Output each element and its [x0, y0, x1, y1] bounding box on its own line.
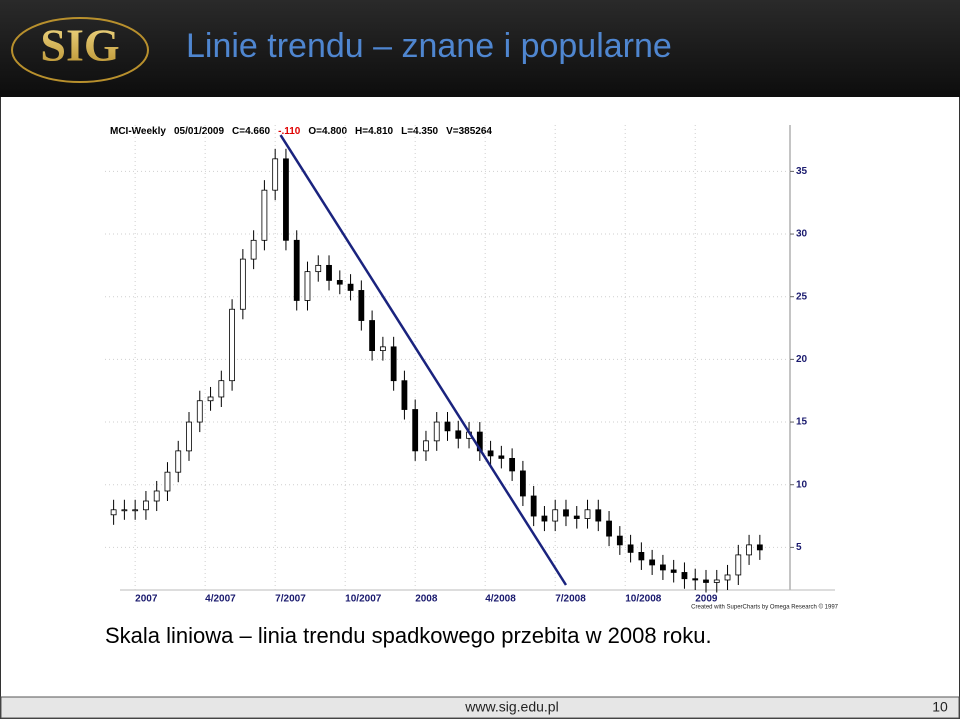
info-item: V=385264 [446, 126, 492, 137]
candle-body [261, 189, 268, 241]
candle-body [584, 509, 591, 519]
footer-url[interactable]: www.sig.edu.pl [464, 699, 558, 715]
info-item: 05/01/2009 [174, 126, 224, 137]
candle-body [315, 264, 322, 273]
candle-body [326, 264, 332, 281]
candle-body [627, 544, 634, 553]
x-tick-label: 10/2008 [625, 594, 662, 605]
candle-body [218, 380, 225, 398]
candle-body [110, 509, 117, 516]
candle-body [713, 579, 720, 583]
candle-body [519, 470, 526, 497]
candle-body [358, 290, 365, 321]
candle-body [164, 471, 171, 492]
candle-body [347, 283, 354, 291]
candle-body [283, 158, 289, 241]
info-item: H=4.810 [355, 126, 394, 137]
x-tick-label: 4/2007 [205, 594, 236, 605]
candle-body [509, 457, 516, 472]
candle-body [606, 520, 612, 537]
candle-body [724, 574, 731, 581]
candle-body [735, 554, 742, 576]
header-bar [0, 0, 960, 97]
y-tick-label: 25 [796, 291, 808, 302]
slide-title: Linie trendu – znane i popularne [186, 27, 672, 65]
y-tick-label: 20 [796, 354, 808, 365]
candle-body [649, 559, 656, 566]
candle-body [132, 509, 139, 512]
info-item: C=4.660 [232, 126, 271, 137]
info-item: -.110 [278, 126, 301, 137]
candle-body [207, 396, 214, 402]
candle-body [692, 578, 699, 581]
chart: 5 10 15 20 25 30 35 2007 4/2007 7/2007 10/2007 2008… [105, 125, 839, 611]
x-tick-label: 7/2008 [555, 594, 586, 605]
candle-body [455, 430, 462, 439]
page-number: 10 [932, 699, 948, 715]
candle-body [433, 421, 440, 442]
y-tick-label: 5 [796, 542, 802, 553]
x-tick-label: 10/2007 [345, 594, 382, 605]
candle-body [423, 440, 429, 452]
candle-body [487, 450, 494, 457]
y-tick-label: 10 [796, 479, 808, 490]
y-tick-label: 35 [796, 166, 808, 177]
candle-body [756, 544, 763, 551]
x-tick-label: 2007 [135, 594, 158, 605]
info-item: MCI-Weekly [110, 126, 166, 137]
candle-body [530, 495, 537, 517]
logo-ring [11, 17, 149, 83]
candle-body [563, 509, 569, 517]
x-tick-label: 2009 [695, 594, 718, 605]
candle-body [175, 450, 182, 473]
candle-body [153, 490, 160, 502]
chart-info: MCI-Weekly 05/01/2009 C=4.660 -.110 O=4.800 H… [110, 126, 492, 137]
candle-body [573, 515, 580, 519]
caption: Skala liniowa – linia trendu spadkowego … [105, 623, 712, 648]
candle-body [616, 535, 623, 546]
candle-body [121, 509, 128, 512]
trend-line [279, 134, 568, 586]
candle-body [272, 158, 279, 191]
candle-body [412, 409, 419, 452]
candle-body [293, 239, 300, 301]
candle-body [670, 569, 677, 573]
y-tick-label: 30 [796, 229, 808, 240]
x-tick-label: 4/2008 [485, 594, 516, 605]
candle-body [552, 509, 559, 522]
candle-body [186, 421, 192, 452]
candle-body [239, 258, 246, 310]
candle-body [541, 515, 548, 522]
logo: SIG [40, 20, 119, 71]
candle-body [681, 572, 688, 580]
info-item: L=4.350 [401, 126, 438, 137]
candle-body [401, 380, 408, 410]
candle-body [746, 544, 752, 556]
candle-body [660, 564, 666, 571]
info-item: O=4.800 [308, 126, 347, 137]
candle-body [498, 455, 505, 459]
y-tick-label: 15 [796, 417, 808, 428]
candle-body [304, 271, 311, 301]
x-tick-label: 7/2007 [275, 594, 306, 605]
x-tick-label: 2008 [415, 594, 438, 605]
candle-body [196, 400, 203, 423]
candle-body [379, 346, 386, 352]
candle-body [369, 320, 376, 352]
footer-bar [0, 696, 960, 719]
chart-credit: Created with SuperCharts by Omega Resear… [691, 604, 838, 611]
candle-body [250, 239, 257, 260]
candle-body [336, 280, 343, 285]
candle-body [638, 551, 645, 561]
candle-body [390, 346, 397, 382]
candle-body [143, 500, 149, 511]
candle-body [229, 308, 235, 382]
candle-body [444, 421, 451, 432]
candle-body [703, 579, 709, 583]
candle-body [595, 509, 602, 522]
